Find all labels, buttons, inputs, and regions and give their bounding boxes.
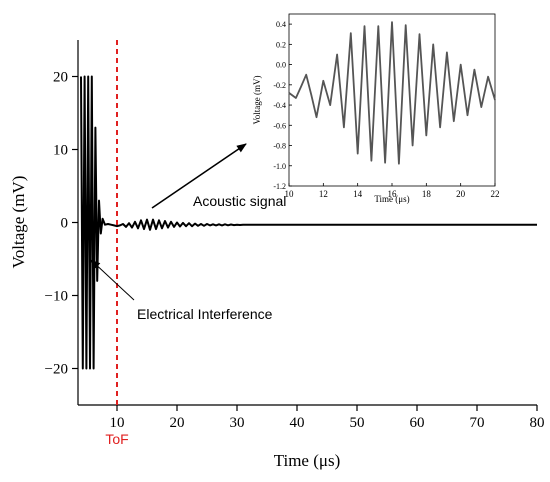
inset-x-tick-label: 10 bbox=[285, 189, 295, 199]
inset-y-tick-label: -1.0 bbox=[273, 162, 286, 171]
inset-x-ticks: 10 12 14 16 18 20 22 bbox=[285, 183, 500, 199]
inset-x-tick-label: 22 bbox=[491, 189, 500, 199]
main-y-tick-label: −20 bbox=[45, 362, 68, 378]
inset-x-tick-label: 20 bbox=[456, 189, 466, 199]
inset-y-tick-label: -0.8 bbox=[273, 142, 286, 151]
main-x-ticks: 10 20 30 40 50 60 70 80 bbox=[110, 405, 545, 431]
main-x-tick-label: 10 bbox=[110, 415, 125, 431]
interference-arrow bbox=[90, 259, 135, 301]
tof-label: ToF bbox=[105, 431, 128, 447]
inset-x-tick-label: 14 bbox=[353, 189, 363, 199]
main-x-tick-label: 50 bbox=[350, 415, 365, 431]
inset-y-axis-label: Voltage (mV) bbox=[252, 75, 262, 124]
inset-y-tick-label: 0.4 bbox=[276, 20, 286, 29]
main-y-tick-label: 20 bbox=[53, 70, 68, 86]
main-y-axis-label: Voltage (mV) bbox=[9, 176, 28, 269]
inset-signal-line bbox=[288, 21, 496, 165]
inset-x-axis-label: Time (μs) bbox=[374, 194, 409, 204]
inset-x-tick-label: 16 bbox=[388, 189, 398, 199]
main-x-tick-label: 80 bbox=[530, 415, 545, 431]
main-signal-line bbox=[80, 75, 537, 370]
inset-x-tick-label: 18 bbox=[422, 189, 432, 199]
main-y-ticks: −20 −10 0 10 20 bbox=[45, 70, 78, 378]
main-y-tick-label: 10 bbox=[53, 143, 68, 159]
inset-y-tick-label: -0.6 bbox=[273, 121, 286, 130]
main-x-tick-label: 60 bbox=[410, 415, 425, 431]
main-x-tick-label: 40 bbox=[290, 415, 305, 431]
main-x-tick-label: 20 bbox=[170, 415, 185, 431]
inset-y-ticks: 0.4 0.2 0.0 -0.2 -0.4 -0.6 -0.8 -1.0 -1.2 bbox=[273, 20, 292, 191]
main-y-tick-label: −10 bbox=[45, 289, 68, 305]
electrical-interference-label: Electrical Interference bbox=[137, 306, 273, 322]
inset-y-tick-label: 0.2 bbox=[276, 40, 286, 49]
main-y-tick-label: 0 bbox=[61, 216, 69, 232]
main-x-axis-label: Time (μs) bbox=[274, 451, 341, 470]
inset-plot: 10 12 14 16 18 20 22 0.4 0.2 0.0 -0.2 -0.4 -0.6 -0.8… bbox=[252, 13, 500, 204]
main-x-tick-label: 70 bbox=[470, 415, 485, 431]
inset-y-tick-label: 0.0 bbox=[276, 61, 286, 70]
inset-y-tick-label: -0.4 bbox=[273, 101, 286, 110]
main-x-tick-label: 30 bbox=[230, 415, 245, 431]
acoustic-signal-arrow bbox=[151, 143, 247, 209]
acoustic-signal-label: Acoustic signal bbox=[193, 193, 286, 209]
inset-y-tick-label: -0.2 bbox=[273, 81, 286, 90]
inset-y-tick-label: -1.2 bbox=[273, 182, 286, 191]
inset-x-tick-label: 12 bbox=[319, 189, 328, 199]
